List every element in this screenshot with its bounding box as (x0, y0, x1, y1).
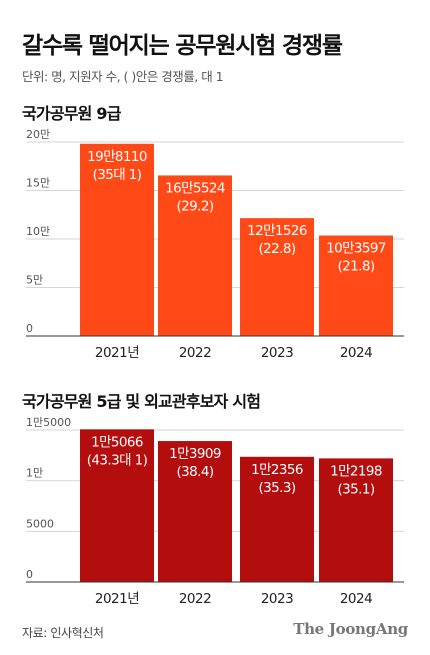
y-tick-label: 20만 (26, 128, 50, 141)
bar-ratio-label: (35.3) (259, 480, 296, 496)
x-tick-label: 2023 (261, 345, 293, 361)
y-tick-label: 10만 (26, 225, 50, 238)
bar-ratio-label: (38.4) (177, 464, 214, 480)
bar (319, 235, 393, 336)
brand-logo: The JoongAng (293, 620, 408, 638)
x-tick-label: 2022 (179, 345, 211, 361)
bar-chart-grade5: 0 5000 1만 1만5000 1만5066 (43.3대 1) 2021년 1만3909 (… (26, 416, 404, 607)
bar (319, 458, 393, 582)
bar (158, 441, 232, 582)
bar-value-label: 1만2198 (330, 463, 382, 479)
unit-note: 단위: 명, 지원자 수, ( )안은 경쟁률, 대 1 (22, 69, 224, 84)
y-tick-label: 1만5000 (26, 416, 71, 429)
source-note: 자료: 인사혁신처 (22, 626, 104, 640)
x-tick-label: 2021년 (95, 591, 139, 607)
y-tick-label: 5000 (26, 517, 54, 530)
section-title-grade9: 국가공무원 9급 (22, 104, 121, 123)
bar (240, 456, 314, 582)
bar-value-label: 16만5524 (165, 180, 225, 196)
y-tick-label: 1만 (26, 467, 43, 480)
bar (80, 143, 154, 336)
bar-ratio-label: (35대 1) (93, 167, 142, 183)
bar-chart-grade9: 0 5만 10만 15만 20만 19만8110 (35대 1) 2021년 16만5524 (2… (26, 128, 404, 361)
bar-value-label: 1만5066 (91, 434, 143, 450)
bar-value-label: 12만1526 (247, 223, 307, 239)
bar-ratio-label: (35.1) (338, 481, 375, 497)
x-tick-label: 2024 (340, 345, 372, 361)
bar-value-label: 1만3909 (169, 446, 221, 462)
y-tick-label: 5만 (26, 274, 43, 287)
bar-ratio-label: (43.3대 1) (87, 452, 148, 468)
chart-title: 갈수록 떨어지는 공무원시험 경쟁률 (22, 33, 343, 59)
y-tick-label: 0 (26, 568, 33, 581)
bar-ratio-label: (22.8) (259, 241, 296, 257)
section-title-grade5: 국가공무원 5급 및 외교관후보자 시험 (22, 392, 261, 411)
x-tick-label: 2022 (179, 591, 211, 607)
y-tick-label: 15만 (26, 177, 50, 190)
bar-value-label: 10만3597 (326, 241, 386, 257)
x-tick-label: 2021년 (95, 345, 139, 361)
bar-value-label: 1만2356 (251, 462, 303, 478)
x-tick-label: 2023 (261, 591, 293, 607)
bar-ratio-label: (21.8) (338, 259, 375, 275)
bar-value-label: 19만8110 (87, 149, 147, 165)
x-tick-label: 2024 (340, 591, 372, 607)
bar (158, 175, 232, 336)
bar (240, 218, 314, 336)
bar-ratio-label: (29.2) (177, 198, 214, 214)
bar (80, 429, 154, 582)
y-tick-label: 0 (26, 322, 33, 335)
